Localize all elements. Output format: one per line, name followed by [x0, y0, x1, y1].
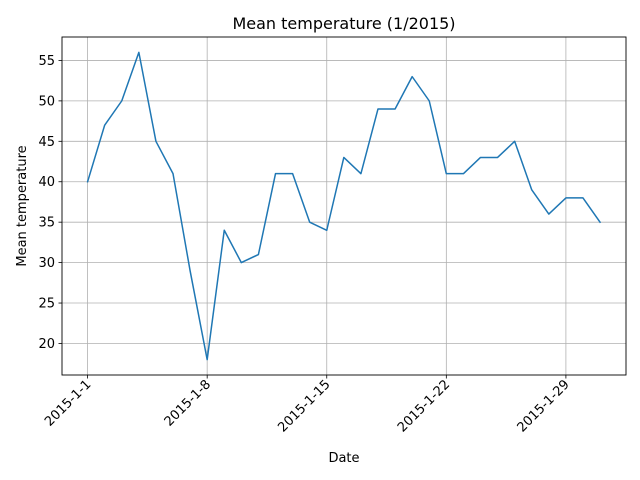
x-axis-label: Date [328, 451, 359, 466]
series-line [86, 51, 602, 361]
y-tick-label: 55 [38, 54, 55, 69]
y-tick-label: 30 [38, 256, 55, 271]
chart-title: Mean temperature (1/2015) [232, 14, 455, 33]
y-tick-label: 35 [38, 216, 55, 231]
grid [62, 37, 626, 375]
y-axis-label: Mean temperature [15, 145, 30, 266]
y-tick-label: 50 [38, 94, 55, 109]
y-tick-label: 20 [38, 337, 55, 352]
y-tick-label: 40 [38, 175, 55, 190]
y-tick-label: 45 [38, 135, 55, 150]
y-tick-label: 25 [38, 297, 55, 312]
plot-frame [61, 36, 627, 376]
